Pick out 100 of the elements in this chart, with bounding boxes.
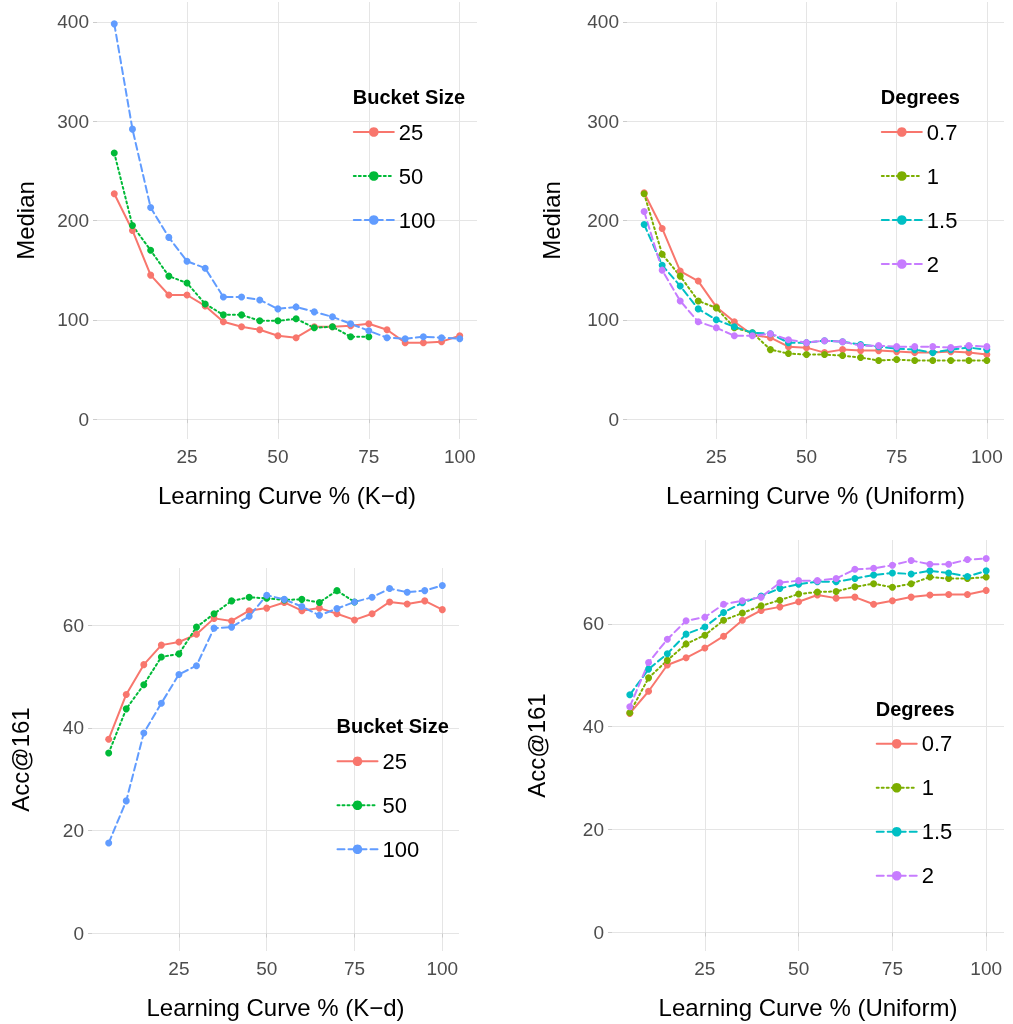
point	[419, 333, 427, 341]
point	[795, 598, 803, 606]
legend-label: 25	[398, 119, 424, 145]
point	[122, 690, 130, 698]
legend-label: 0.7	[921, 731, 953, 757]
point	[368, 593, 376, 601]
point	[219, 311, 227, 319]
point	[645, 665, 653, 673]
y-tick-label: 400	[587, 11, 619, 33]
point	[963, 556, 971, 564]
point	[963, 591, 971, 599]
point	[888, 597, 896, 605]
y-tick-label: 100	[57, 309, 89, 331]
point	[105, 735, 113, 743]
y-tick-label: 0	[593, 921, 604, 943]
point	[870, 564, 878, 572]
y-tick-label: 60	[62, 614, 84, 636]
point	[907, 593, 915, 601]
point	[292, 315, 300, 323]
legend-label: 100	[382, 836, 420, 862]
point	[333, 605, 341, 613]
point	[310, 308, 318, 316]
point	[645, 658, 653, 666]
point	[263, 604, 271, 612]
x-axis-title: Learning Curve % (K−d)	[157, 481, 417, 509]
point	[663, 635, 671, 643]
point	[122, 705, 130, 713]
y-tick-label: 300	[57, 110, 89, 132]
y-axis-title: Median	[537, 181, 565, 260]
point	[245, 593, 253, 601]
point	[140, 661, 148, 669]
point	[851, 583, 859, 591]
point	[982, 573, 990, 581]
y-axis-title: Acc@161	[6, 707, 34, 812]
point	[701, 631, 709, 639]
x-tick-label: 75	[343, 958, 366, 979]
point	[175, 670, 183, 678]
point	[157, 641, 165, 649]
point	[658, 224, 666, 232]
point	[383, 326, 391, 334]
point	[626, 703, 634, 711]
point	[105, 749, 113, 757]
point	[228, 617, 236, 625]
point	[712, 316, 720, 324]
legend-label: 2	[921, 863, 934, 889]
point	[676, 282, 684, 290]
point	[165, 233, 173, 241]
legend-label: 1	[926, 163, 940, 189]
point	[983, 357, 991, 365]
point	[128, 221, 136, 229]
legend-title: Degrees	[875, 697, 955, 720]
point	[365, 320, 373, 328]
point	[802, 351, 810, 359]
point	[368, 610, 376, 618]
point	[676, 272, 684, 280]
point	[315, 598, 323, 606]
y-axis-title: Acc@161	[522, 693, 550, 798]
point	[228, 597, 236, 605]
x-axis-title: Learning Curve % (Uniform)	[666, 481, 965, 509]
legend-label: 2	[926, 251, 940, 277]
x-tick-label: 100	[426, 958, 459, 979]
point	[640, 208, 648, 216]
point	[682, 617, 690, 625]
y-tick-label: 200	[587, 210, 619, 231]
point	[776, 579, 784, 587]
x-tick-label: 25	[705, 446, 727, 467]
point	[982, 555, 990, 563]
point	[851, 565, 859, 573]
x-tick-label: 50	[267, 446, 289, 467]
legend-title: Bucket Size	[352, 86, 466, 108]
point	[945, 560, 953, 568]
y-tick-label: 200	[57, 210, 89, 231]
point	[982, 586, 990, 594]
point	[245, 612, 253, 620]
point	[438, 334, 446, 342]
point	[274, 332, 282, 340]
y-axis-title: Median	[11, 181, 39, 260]
point	[192, 623, 200, 631]
point	[720, 616, 728, 624]
point	[682, 654, 690, 662]
point	[626, 691, 634, 699]
y-tick-label: 0	[608, 408, 619, 430]
point	[315, 611, 323, 619]
point	[757, 602, 765, 610]
point	[219, 293, 227, 301]
point	[292, 334, 300, 342]
point	[965, 357, 973, 365]
point	[730, 332, 738, 340]
x-tick-label: 100	[970, 958, 1003, 979]
point	[929, 343, 937, 351]
point	[870, 600, 878, 608]
point	[676, 297, 684, 305]
x-tick-label: 100	[971, 446, 1003, 467]
point	[929, 357, 937, 365]
point	[403, 588, 411, 596]
point	[766, 346, 774, 354]
point	[403, 600, 411, 608]
legend-label: 50	[398, 163, 424, 189]
point	[701, 613, 709, 621]
y-tick-label: 100	[587, 309, 619, 331]
